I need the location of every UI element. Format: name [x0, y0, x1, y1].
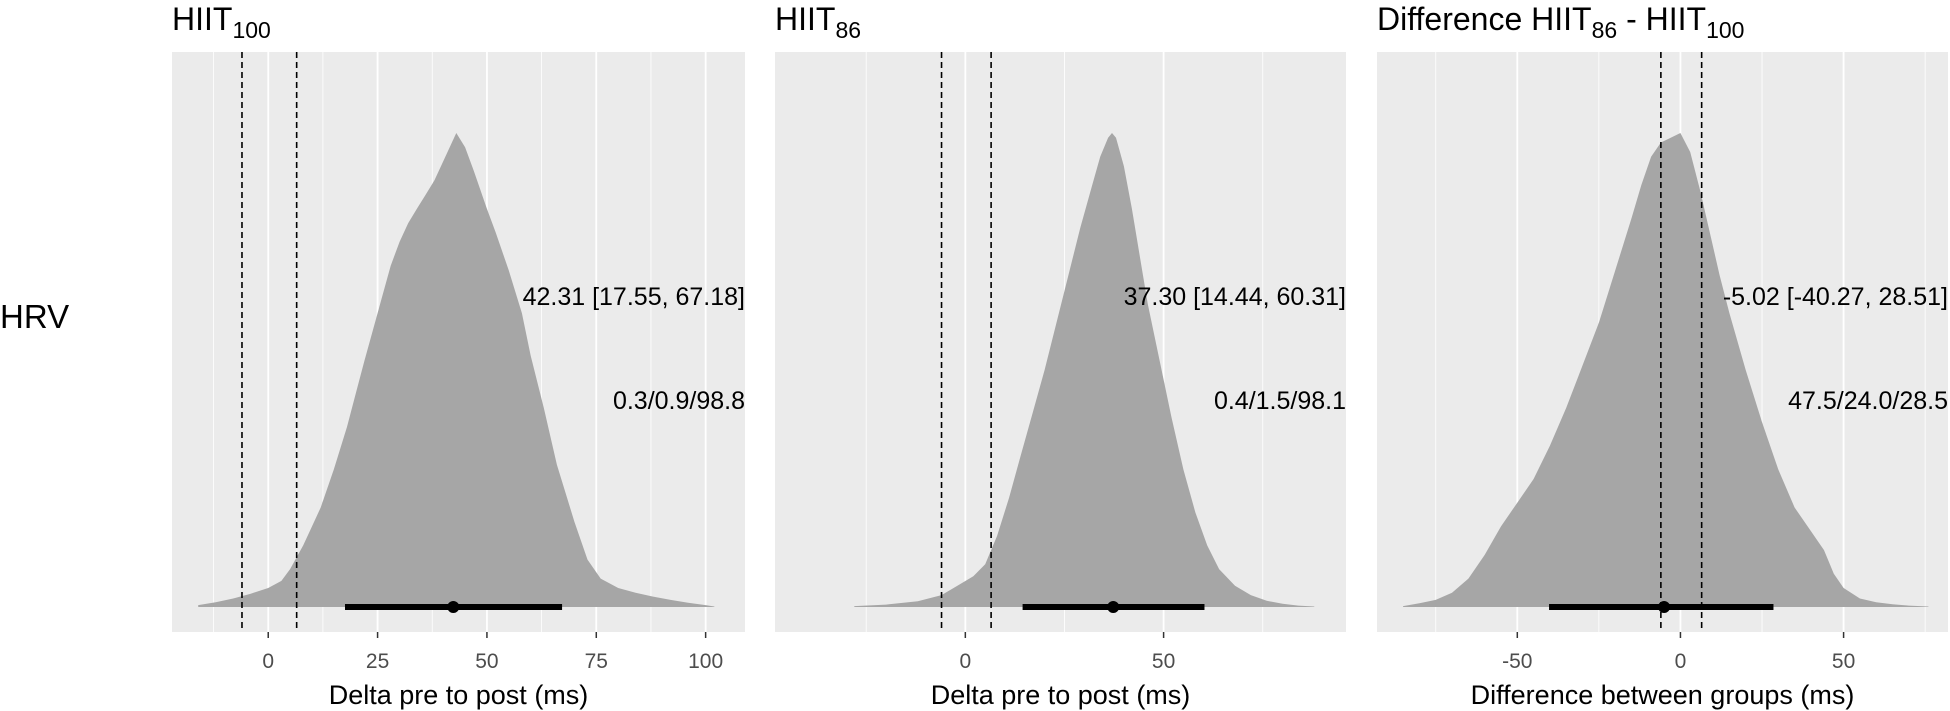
x-axis-label: Delta pre to post (ms)	[329, 680, 589, 710]
annotation-probabilities: 0.4/1.5/98.1	[1214, 387, 1346, 415]
x-tick-label: -50	[1502, 650, 1532, 673]
title-subscript: 86	[835, 17, 861, 43]
x-tick-label: 25	[366, 650, 389, 673]
row-label-hrv: HRV	[0, 298, 70, 335]
panel-title: HIIT100	[172, 1, 271, 43]
x-tick-label: 0	[959, 650, 971, 673]
title-subscript: 100	[232, 17, 270, 43]
panel-title: Difference HIIT86 - HIIT100	[1377, 1, 1744, 43]
annotation-estimate: 42.31 [17.55, 67.18]	[523, 283, 745, 311]
x-tick-label: 50	[475, 650, 498, 673]
x-axis-label: Difference between groups (ms)	[1471, 680, 1855, 710]
x-tick-label: 0	[262, 650, 274, 673]
panel-2: 37.30 [14.44, 60.31] 0.4/1.5/98.1 0 50 Delta…	[775, 1, 1346, 710]
x-tick-label: 50	[1832, 650, 1855, 673]
x-tick-label: 0	[1675, 650, 1687, 673]
density-area	[854, 133, 1315, 607]
panel-1: 42.31 [17.55, 67.18] 0.3/0.9/98.8 0 25 50 75 1…	[172, 1, 745, 710]
annotation-probabilities: 47.5/24.0/28.5	[1788, 387, 1948, 415]
x-tick-label: 75	[585, 650, 608, 673]
title-subscript: 100	[1706, 17, 1744, 43]
point-estimate	[1107, 601, 1120, 613]
title-subscript: 86	[1592, 17, 1618, 43]
point-estimate	[1658, 601, 1671, 613]
annotation-estimate: -5.02 [-40.27, 28.51]	[1723, 283, 1948, 311]
density-area	[1403, 133, 1929, 607]
title-text: Difference HIIT	[1377, 1, 1592, 37]
panel-3: -5.02 [-40.27, 28.51] 47.5/24.0/28.5 -50 0 5…	[1377, 1, 1948, 710]
annotation-estimate: 37.30 [14.44, 60.31]	[1124, 283, 1346, 311]
title-text: HIIT	[775, 1, 835, 37]
x-axis-label: Delta pre to post (ms)	[931, 680, 1191, 710]
panel-title: HIIT86	[775, 1, 861, 43]
x-tick-label: 50	[1152, 650, 1175, 673]
annotation-probabilities: 0.3/0.9/98.8	[613, 387, 745, 415]
point-estimate	[447, 601, 460, 613]
density-area	[198, 133, 715, 607]
x-tick-label: 100	[688, 650, 723, 673]
title-text: HIIT	[172, 1, 232, 37]
title-text: - HIIT	[1617, 1, 1706, 37]
